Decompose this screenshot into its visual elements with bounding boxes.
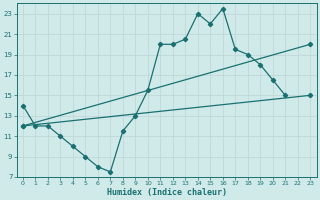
X-axis label: Humidex (Indice chaleur): Humidex (Indice chaleur) [107,188,227,197]
